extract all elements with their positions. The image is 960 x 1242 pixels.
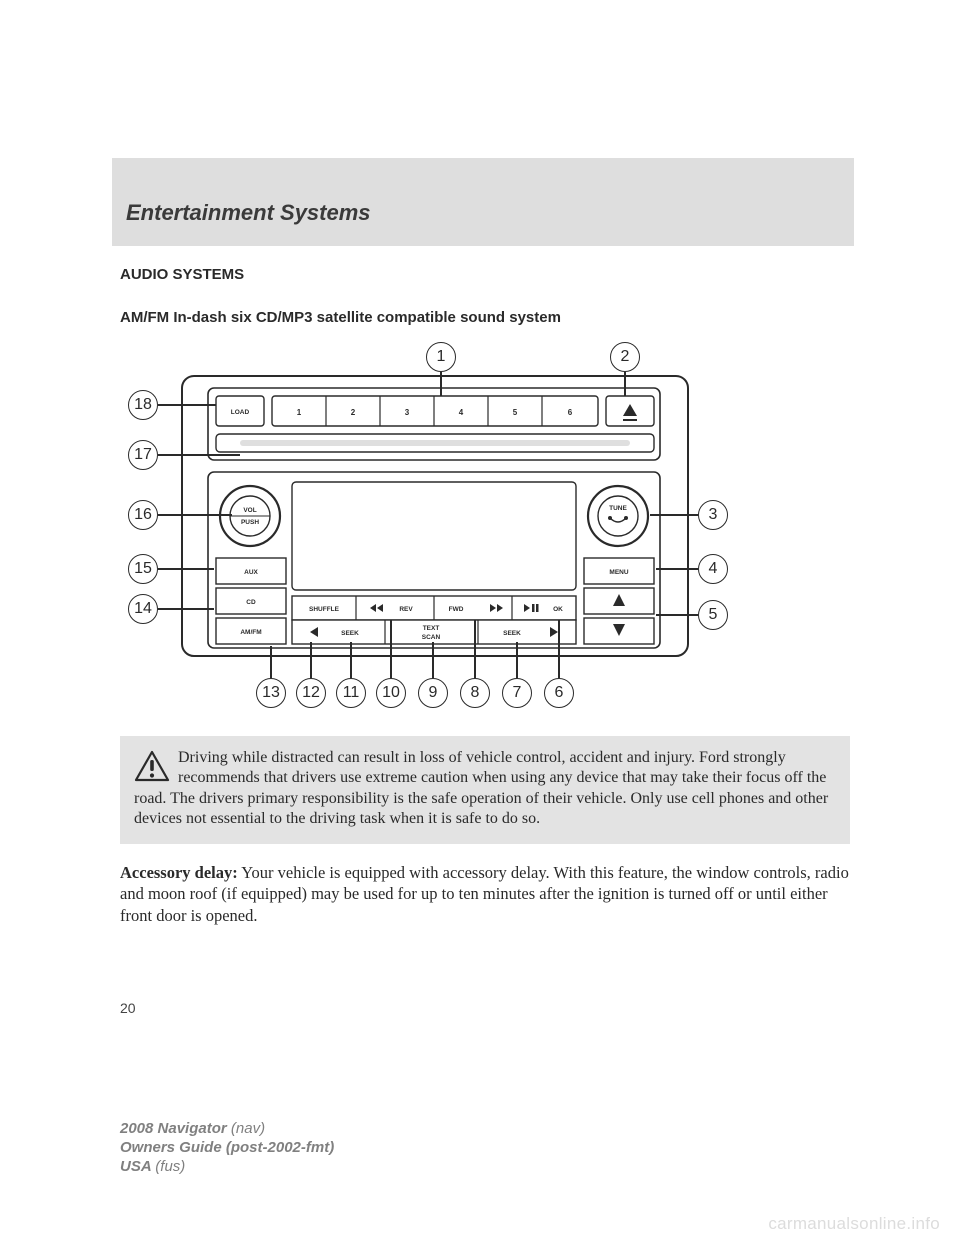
callout-4: 4 (698, 554, 728, 584)
lead-12 (310, 642, 312, 678)
callout-18: 18 (128, 390, 158, 420)
callout-10: 10 (376, 678, 406, 708)
svg-text:REV: REV (399, 606, 413, 613)
lead-10 (390, 620, 392, 678)
section-heading-1: AUDIO SYSTEMS (120, 266, 850, 283)
callout-3: 3 (698, 500, 728, 530)
lead-8 (474, 620, 476, 678)
callout-2: 2 (610, 342, 640, 372)
footer-region: USA (120, 1158, 155, 1175)
svg-text:SEEK: SEEK (341, 630, 359, 637)
svg-text:FWD: FWD (449, 606, 464, 613)
lead-6 (558, 620, 560, 678)
callout-15: 15 (128, 554, 158, 584)
footer-block: 2008 Navigator (nav) Owners Guide (post-… (120, 1120, 334, 1176)
lead-9 (432, 642, 434, 678)
footer-vehicle: 2008 Navigator (120, 1120, 231, 1137)
svg-text:MENU: MENU (609, 569, 628, 576)
svg-text:6: 6 (568, 408, 573, 417)
accessory-paragraph: Accessory delay: Your vehicle is equippe… (120, 862, 850, 926)
footer-region-code: (fus) (155, 1158, 185, 1175)
accessory-label: Accessory delay: (120, 863, 238, 882)
callout-16: 16 (128, 500, 158, 530)
chapter-header: Entertainment Systems (112, 158, 854, 246)
lead-2 (624, 372, 626, 396)
lead-4 (656, 568, 698, 570)
warning-text: Driving while distracted can result in l… (134, 749, 828, 827)
lead-5 (656, 614, 698, 616)
svg-text:LOAD: LOAD (231, 409, 250, 416)
callout-6: 6 (544, 678, 574, 708)
radio-illustration: LOAD 1 2 3 4 5 6 (180, 374, 690, 684)
lead-3 (650, 514, 698, 516)
svg-text:1: 1 (297, 408, 302, 417)
svg-text:VOL: VOL (243, 507, 256, 514)
svg-text:SHUFFLE: SHUFFLE (309, 606, 340, 613)
lead-15 (158, 568, 214, 570)
svg-text:2: 2 (351, 408, 356, 417)
svg-text:3: 3 (405, 408, 410, 417)
svg-text:AUX: AUX (244, 569, 258, 576)
svg-text:TUNE: TUNE (609, 505, 627, 512)
lead-13 (270, 646, 272, 678)
callout-7: 7 (502, 678, 532, 708)
warning-box: Driving while distracted can result in l… (120, 736, 850, 844)
svg-text:OK: OK (553, 606, 563, 613)
warning-triangle-icon (134, 750, 170, 782)
section-heading-2: AM/FM In-dash six CD/MP3 satellite compa… (120, 309, 850, 326)
svg-text:5: 5 (513, 408, 518, 417)
svg-text:SCAN: SCAN (422, 634, 441, 641)
watermark: carmanualsonline.info (768, 1214, 940, 1234)
svg-text:4: 4 (459, 408, 464, 417)
callout-5: 5 (698, 600, 728, 630)
lead-16 (158, 514, 232, 516)
callout-14: 14 (128, 594, 158, 624)
lead-1 (440, 372, 442, 396)
svg-text:SEEK: SEEK (503, 630, 521, 637)
footer-guide: Owners Guide (post-2002-fmt) (120, 1139, 334, 1156)
lead-11 (350, 642, 352, 678)
svg-text:AM/FM: AM/FM (240, 629, 261, 636)
callout-1: 1 (426, 342, 456, 372)
callout-8: 8 (460, 678, 490, 708)
callout-17: 17 (128, 440, 158, 470)
lead-14 (158, 608, 214, 610)
lead-17 (158, 454, 240, 456)
radio-diagram: LOAD 1 2 3 4 5 6 (120, 342, 850, 722)
svg-text:TEXT: TEXT (423, 625, 440, 632)
svg-text:CD: CD (246, 599, 256, 606)
svg-text:PUSH: PUSH (241, 519, 259, 526)
lead-18 (158, 404, 216, 406)
callout-11: 11 (336, 678, 366, 708)
chapter-title: Entertainment Systems (126, 200, 854, 226)
footer-vehicle-code: (nav) (231, 1120, 265, 1137)
callout-12: 12 (296, 678, 326, 708)
callout-9: 9 (418, 678, 448, 708)
callout-13: 13 (256, 678, 286, 708)
lead-7 (516, 642, 518, 678)
page-number: 20 (120, 1000, 136, 1016)
